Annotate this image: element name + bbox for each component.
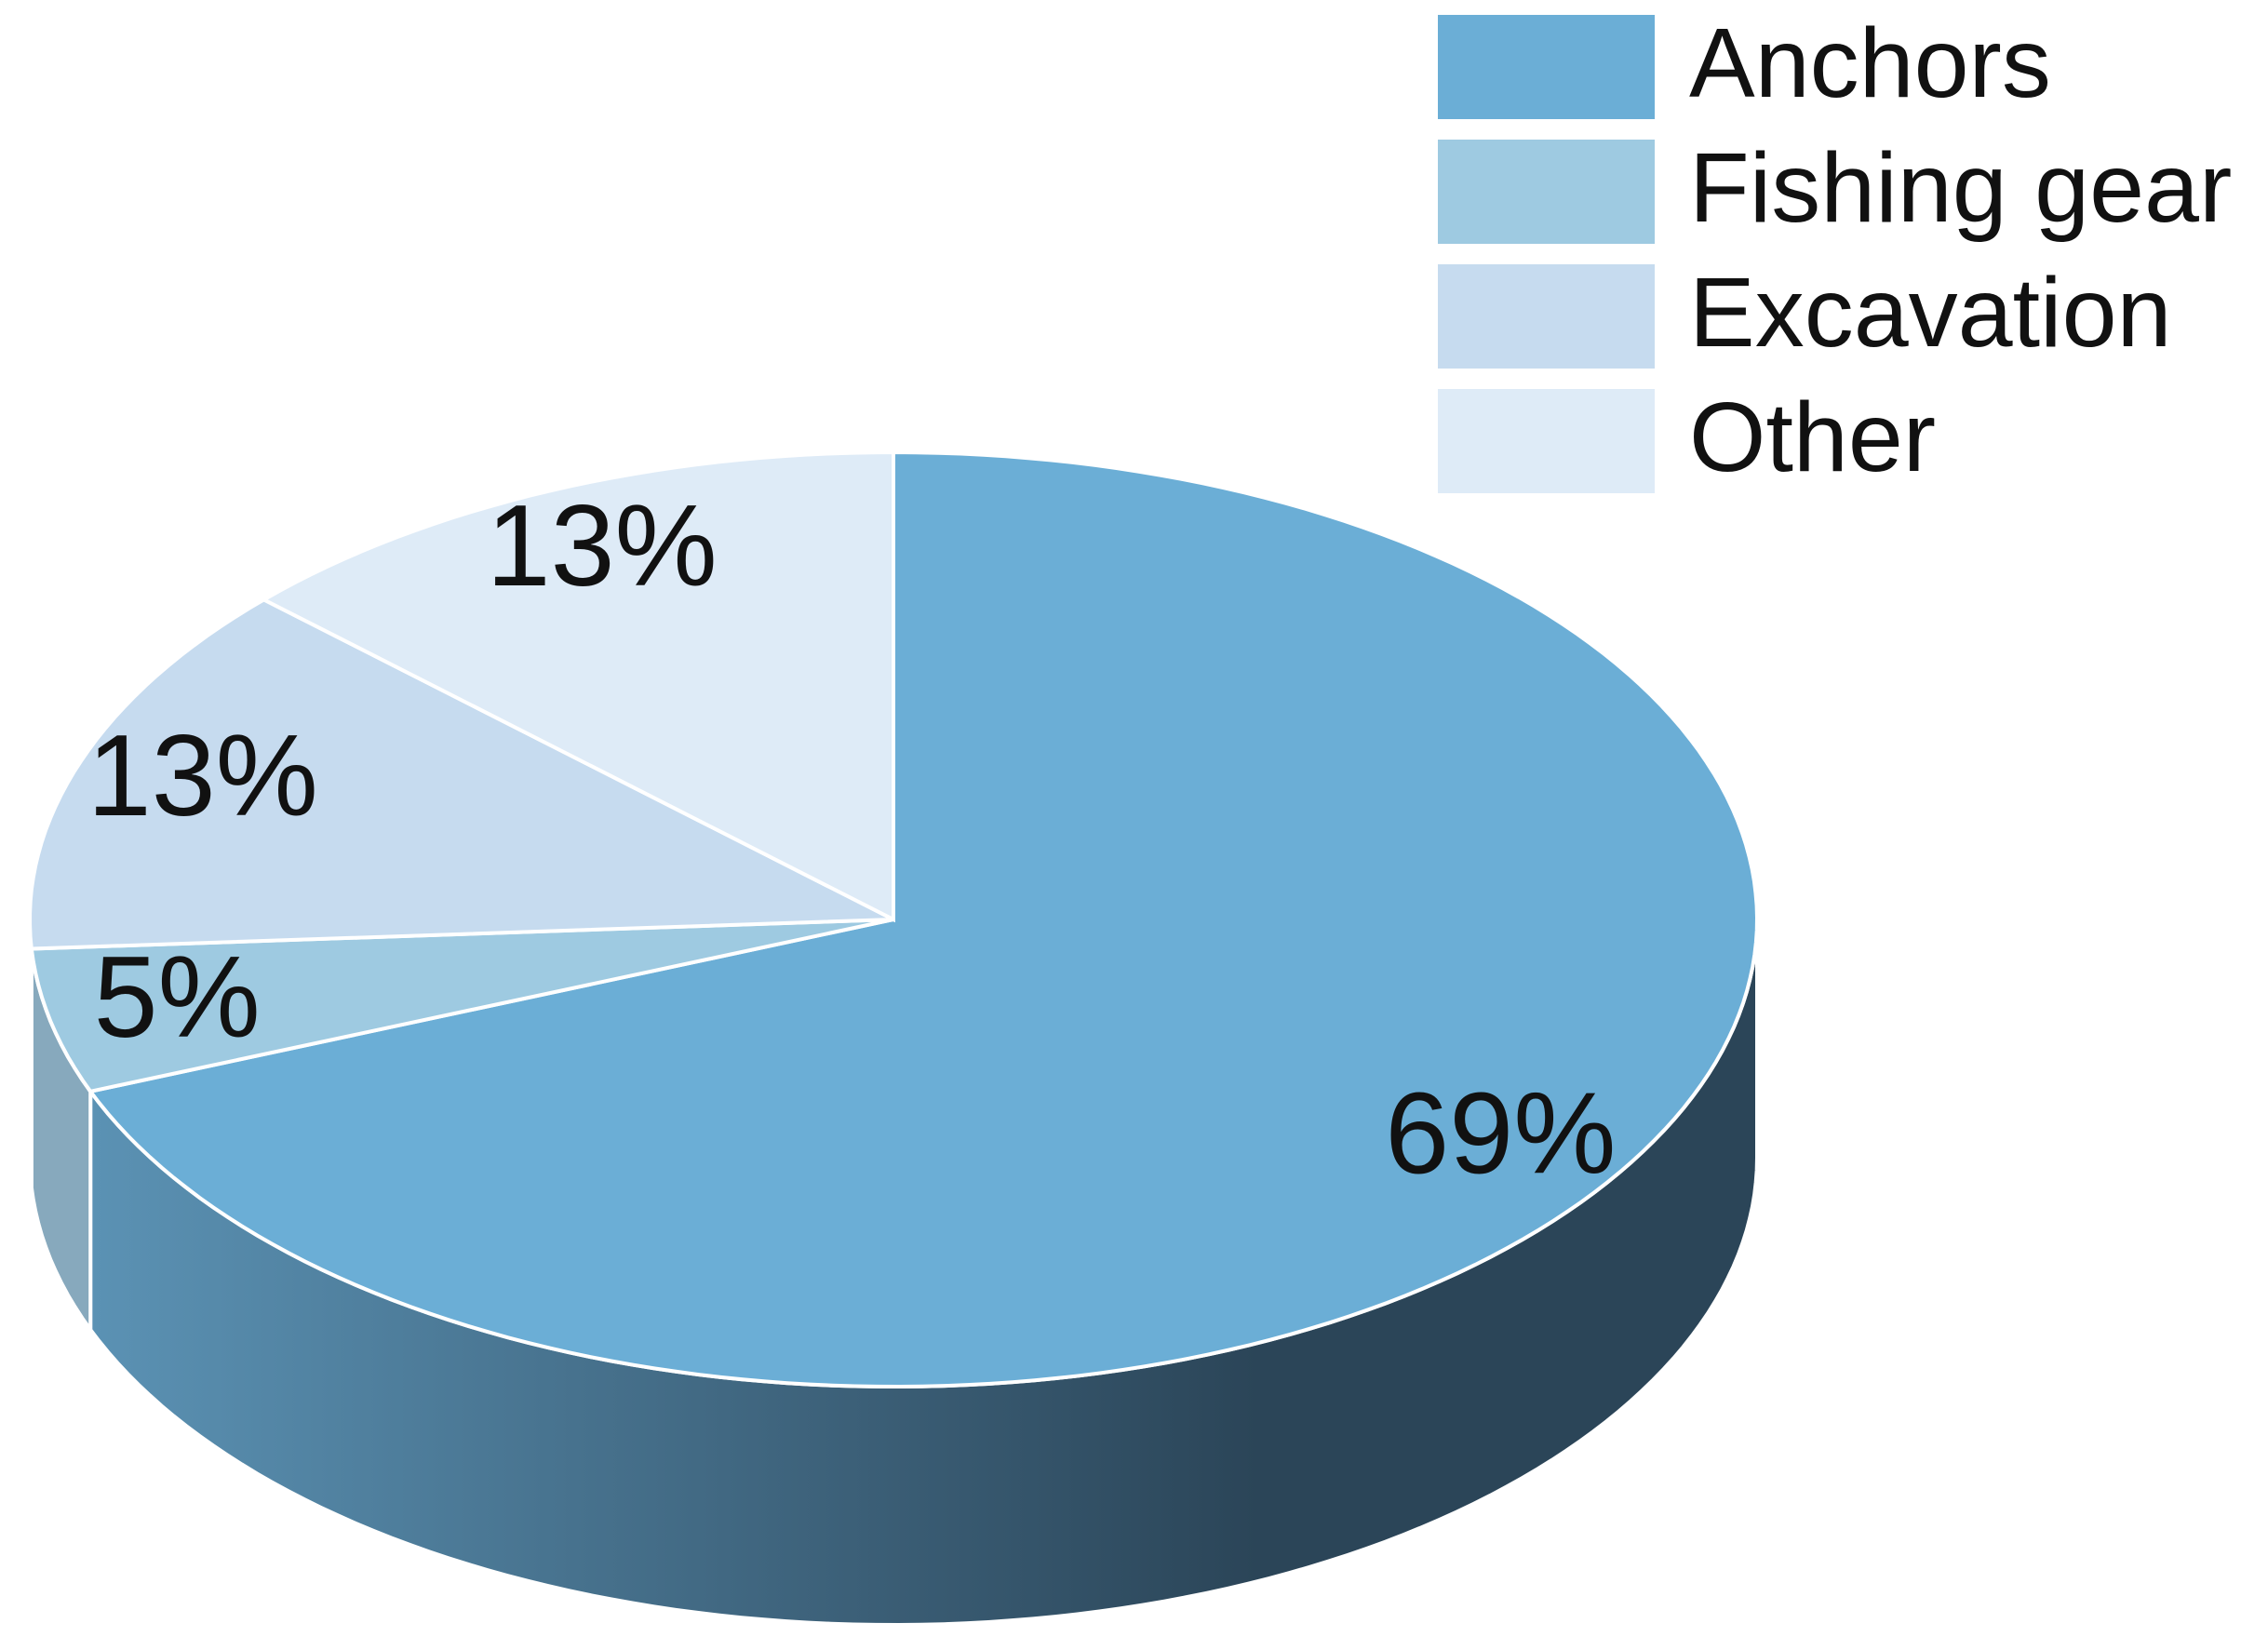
legend-label: Fishing gear [1689, 133, 2232, 243]
legend-swatch [1438, 15, 1655, 119]
slice [29, 918, 894, 1094]
data-labels: 69% 5% 13% 13% [87, 482, 1617, 1198]
slice [87, 449, 1760, 1389]
data-label: 13% [487, 482, 718, 610]
legend-swatch [1438, 389, 1655, 493]
data-label: 69% [1385, 1070, 1616, 1199]
legend-swatch [1438, 140, 1655, 244]
data-label: 13% [87, 712, 318, 840]
legend-label: Excavation [1689, 258, 2172, 368]
pie-tops [28, 449, 1760, 1389]
data-label: 5% [94, 933, 261, 1062]
legend-label: Anchors [1689, 8, 2051, 118]
legend-label: Other [1689, 382, 1936, 492]
slice [28, 597, 894, 951]
legend: Anchors Fishing gear Excavation Other [1438, 8, 2232, 493]
legend-swatch [1438, 264, 1655, 369]
slice [260, 449, 895, 923]
